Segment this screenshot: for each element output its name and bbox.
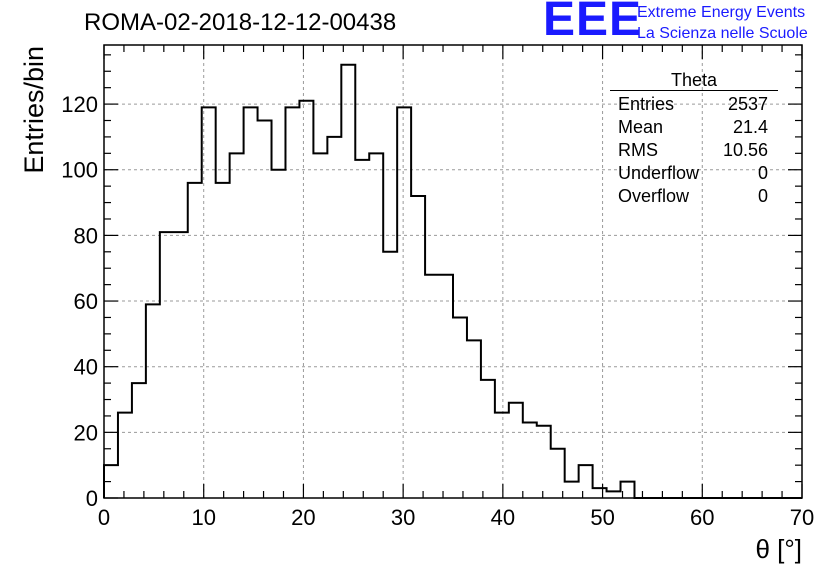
histogram-bin bbox=[593, 488, 607, 498]
histogram-series bbox=[103, 63, 802, 499]
histogram-bin bbox=[551, 449, 565, 498]
y-tick-label: 20 bbox=[74, 420, 98, 445]
histogram-bin bbox=[355, 160, 369, 498]
histogram-bin bbox=[411, 196, 425, 498]
stats-row-rms: RMS 10.56 bbox=[610, 139, 778, 162]
histogram-bin bbox=[216, 183, 230, 498]
stats-row-overflow: Overflow 0 bbox=[610, 185, 778, 208]
y-tick-label: 40 bbox=[74, 355, 98, 380]
histogram-bin bbox=[341, 65, 355, 498]
stats-title: Theta bbox=[670, 70, 718, 90]
histogram-bin bbox=[299, 101, 313, 498]
y-tick-label: 120 bbox=[61, 92, 98, 117]
histogram-bin bbox=[425, 275, 439, 498]
histogram-bin bbox=[313, 153, 327, 498]
stats-divider bbox=[610, 90, 778, 91]
eee-logo-mark: EEE bbox=[543, 0, 643, 46]
y-tick-label: 0 bbox=[86, 486, 98, 511]
histogram-bin bbox=[439, 275, 453, 498]
run-title: ROMA-02-2018-12-12-00438 bbox=[84, 9, 397, 36]
logo-line-1: Extreme Energy Events bbox=[637, 4, 806, 21]
y-tick-label: 100 bbox=[61, 158, 98, 183]
histogram-bin bbox=[202, 107, 216, 498]
x-tick-label: 20 bbox=[291, 505, 315, 530]
stats-row-mean: Mean 21.4 bbox=[610, 116, 778, 139]
stats-label: Entries bbox=[618, 94, 675, 114]
stats-value: 0 bbox=[757, 186, 768, 206]
histogram-bin bbox=[481, 380, 495, 498]
histogram-bin bbox=[327, 137, 341, 498]
histogram-bin bbox=[383, 252, 397, 498]
x-axis-title: θ [°] bbox=[755, 534, 802, 564]
logo-line-2: La Scienza nelle Scuole bbox=[637, 25, 808, 42]
histogram-bin bbox=[453, 317, 467, 498]
histogram-bin bbox=[230, 153, 244, 498]
histogram-bin bbox=[607, 491, 621, 498]
histogram-bin bbox=[523, 423, 537, 499]
stats-value: 10.56 bbox=[722, 140, 768, 160]
y-tick-label: 80 bbox=[74, 223, 98, 248]
stats-label: Overflow bbox=[618, 186, 690, 206]
y-axis-title: Entries/bin bbox=[19, 46, 49, 174]
histogram-bin bbox=[146, 304, 160, 498]
histogram-bin bbox=[272, 170, 286, 498]
histogram-bin bbox=[258, 121, 272, 499]
x-tick-label: 30 bbox=[391, 505, 415, 530]
x-tick-label: 40 bbox=[491, 505, 515, 530]
histogram-bin bbox=[369, 153, 383, 498]
histogram-bin bbox=[244, 107, 258, 498]
stats-box: Theta Entries 2537 Mean 21.4 RMS 10.56 U… bbox=[610, 70, 778, 208]
y-tick-label: 60 bbox=[74, 289, 98, 314]
histogram-bin bbox=[565, 482, 579, 498]
stats-value: 2537 bbox=[727, 94, 768, 114]
histogram-bin bbox=[509, 403, 523, 498]
stats-row-underflow: Underflow 0 bbox=[610, 162, 778, 185]
histogram-bin bbox=[495, 413, 509, 498]
histogram-bin bbox=[537, 426, 551, 498]
x-tick-label: 70 bbox=[790, 505, 814, 530]
plot-frame bbox=[103, 44, 803, 499]
histogram-bin bbox=[188, 183, 202, 498]
histogram-bin bbox=[174, 232, 188, 498]
histogram-bin bbox=[285, 107, 299, 498]
x-tick-label: 0 bbox=[98, 505, 110, 530]
histogram-bin bbox=[132, 383, 146, 498]
x-tick-label: 50 bbox=[590, 505, 614, 530]
histogram-bin bbox=[118, 413, 132, 498]
stats-label: RMS bbox=[618, 140, 658, 160]
stats-value: 21.4 bbox=[732, 117, 768, 137]
histogram-bin bbox=[397, 107, 411, 498]
histogram-bin bbox=[467, 340, 481, 498]
histogram-bin bbox=[579, 465, 593, 498]
x-tick-label: 60 bbox=[690, 505, 714, 530]
stats-label: Underflow bbox=[618, 163, 700, 183]
stats-row-entries: Entries 2537 bbox=[610, 93, 778, 116]
histogram-bin bbox=[160, 232, 174, 498]
stats-label: Mean bbox=[618, 117, 664, 137]
stats-value: 0 bbox=[757, 163, 768, 183]
x-tick-label: 10 bbox=[191, 505, 215, 530]
